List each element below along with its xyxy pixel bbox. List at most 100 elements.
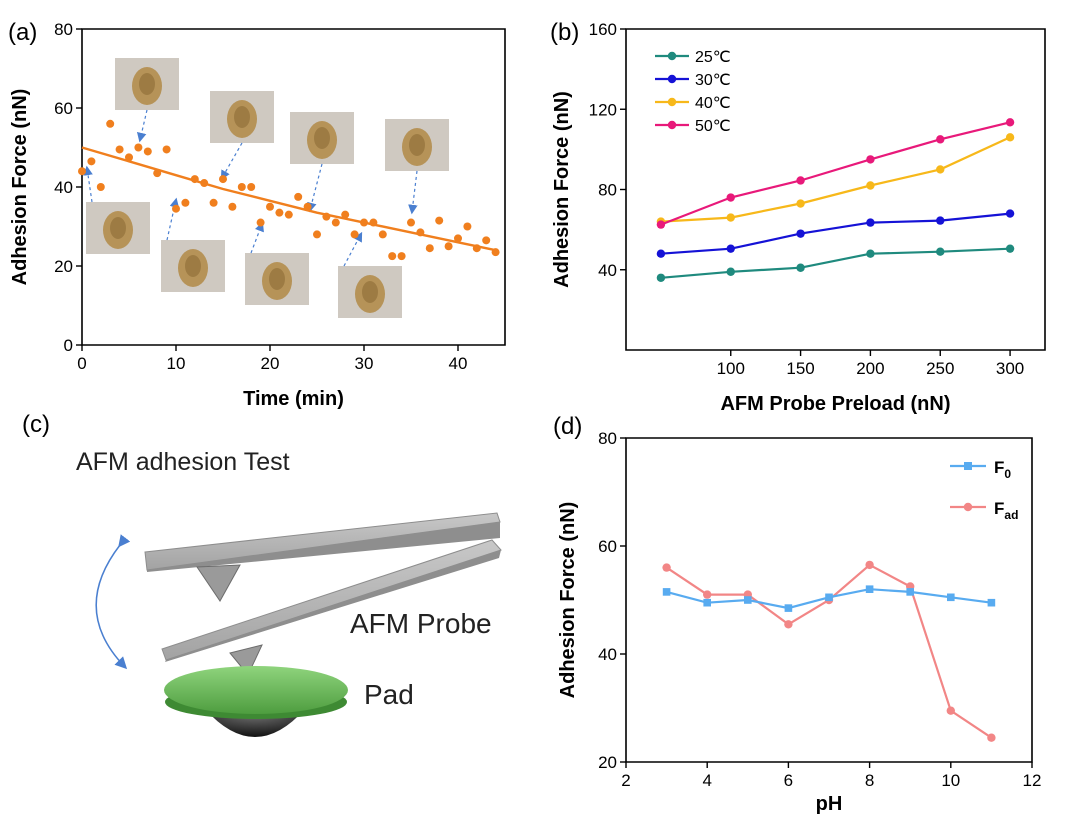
sample-photos bbox=[86, 58, 449, 318]
legend-label: F0 bbox=[994, 458, 1011, 481]
data-point bbox=[209, 198, 218, 207]
series-point bbox=[936, 247, 945, 256]
panel-a-label: (a) bbox=[8, 19, 37, 46]
legend-label-subscript: 0 bbox=[1004, 467, 1011, 481]
legend-marker bbox=[963, 502, 973, 512]
x-tick-label: 6 bbox=[784, 771, 793, 790]
data-point bbox=[181, 198, 190, 207]
series-point bbox=[726, 244, 735, 253]
series-point bbox=[656, 273, 666, 282]
y-tick-label: 80 bbox=[54, 20, 73, 39]
x-axis-label: pH bbox=[816, 793, 843, 815]
y-tick-label: 80 bbox=[598, 429, 617, 448]
y-tick-label: 20 bbox=[598, 753, 617, 772]
series-point bbox=[796, 229, 805, 238]
legend-label: 30℃ bbox=[695, 72, 731, 89]
sample-core bbox=[409, 134, 425, 156]
series-point bbox=[703, 590, 712, 599]
data-point bbox=[266, 202, 274, 211]
series-point bbox=[866, 218, 875, 227]
legend-label-main: F bbox=[994, 458, 1004, 477]
y-tick-label: 80 bbox=[598, 181, 617, 200]
series-point bbox=[825, 593, 833, 602]
legend-marker bbox=[667, 74, 677, 84]
data-point bbox=[153, 169, 162, 178]
series-line bbox=[665, 563, 993, 739]
rotation-arrow-icon bbox=[95, 534, 131, 670]
series-point bbox=[796, 199, 805, 208]
legend-label: 50℃ bbox=[695, 118, 731, 135]
x-tick-label: 40 bbox=[449, 354, 468, 373]
pad-disk bbox=[164, 666, 348, 714]
y-tick-label: 20 bbox=[54, 257, 73, 276]
y-tick-label: 60 bbox=[598, 537, 617, 556]
series-point bbox=[662, 563, 671, 572]
legend-label: 25℃ bbox=[695, 49, 731, 66]
photo-arrow-icon bbox=[307, 163, 323, 213]
data-point bbox=[444, 242, 453, 251]
sample-core bbox=[110, 217, 126, 239]
series-point bbox=[656, 220, 666, 229]
data-point bbox=[482, 236, 491, 245]
x-tick-label: 0 bbox=[77, 354, 86, 373]
series-point bbox=[936, 165, 945, 174]
data-point bbox=[425, 244, 434, 253]
data-point bbox=[435, 216, 444, 225]
data-point bbox=[125, 153, 133, 162]
data-point bbox=[350, 230, 359, 239]
photo-arrows bbox=[83, 109, 418, 267]
sample-core bbox=[362, 281, 378, 303]
photo-arrow-icon bbox=[250, 221, 264, 254]
x-tick-label: 10 bbox=[167, 354, 186, 373]
panel-c-diagram: (c) AFM adhesion Test AFM Probe Pad bbox=[22, 411, 502, 737]
photo-arrow-icon bbox=[220, 142, 243, 181]
pad-label: Pad bbox=[364, 679, 414, 710]
panel-a-chart: (a) 0 10 20 30 40 0 20 40 60 80 Time (min) Adhesion… bbox=[8, 19, 506, 410]
series-line bbox=[660, 247, 1011, 279]
data-point bbox=[256, 218, 265, 227]
series-point bbox=[987, 733, 996, 742]
photo-arrow-icon bbox=[408, 170, 418, 215]
cantilever-lower bbox=[161, 539, 502, 676]
series-point bbox=[726, 267, 735, 276]
data-point bbox=[331, 218, 340, 227]
panel-b-chart: (b) 100 150 200 250 300 40 80 120 160 AFM Probe P… bbox=[550, 19, 1046, 415]
panel-b-label: (b) bbox=[550, 19, 579, 46]
x-tick-label: 4 bbox=[702, 771, 711, 790]
series-point bbox=[936, 216, 945, 225]
panel-c-label: (c) bbox=[22, 411, 50, 438]
fit-curve bbox=[81, 146, 496, 252]
series-point bbox=[936, 135, 945, 144]
legend-marker bbox=[667, 120, 677, 130]
series-point bbox=[726, 213, 735, 222]
legend-label-main: F bbox=[994, 499, 1004, 518]
y-tick-label: 60 bbox=[54, 99, 73, 118]
data-point bbox=[407, 218, 415, 227]
data-point bbox=[162, 145, 171, 154]
data-point bbox=[96, 183, 105, 191]
cantilever-upper bbox=[144, 512, 501, 602]
data-point bbox=[491, 248, 500, 257]
series-point bbox=[784, 604, 793, 612]
series-point bbox=[796, 263, 805, 272]
y-tick-label: 40 bbox=[598, 261, 617, 280]
sample-core bbox=[314, 127, 330, 149]
sample-core bbox=[139, 73, 155, 95]
y-tick-label: 40 bbox=[598, 645, 617, 664]
sample-core bbox=[234, 106, 250, 128]
series-point bbox=[866, 249, 875, 258]
x-tick-label: 100 bbox=[717, 359, 745, 378]
x-tick-label: 20 bbox=[261, 354, 280, 373]
series-point bbox=[1005, 244, 1015, 253]
data-point bbox=[143, 147, 152, 156]
diagram-title: AFM adhesion Test bbox=[76, 448, 290, 476]
series-line bbox=[660, 136, 1011, 223]
photo-arrow-icon bbox=[83, 165, 93, 203]
series-point bbox=[865, 585, 874, 593]
panel-d-label: (d) bbox=[553, 413, 582, 440]
x-tick-label: 12 bbox=[1023, 771, 1042, 790]
series-point bbox=[866, 181, 875, 190]
series-point bbox=[987, 598, 996, 607]
x-tick-label: 200 bbox=[856, 359, 884, 378]
